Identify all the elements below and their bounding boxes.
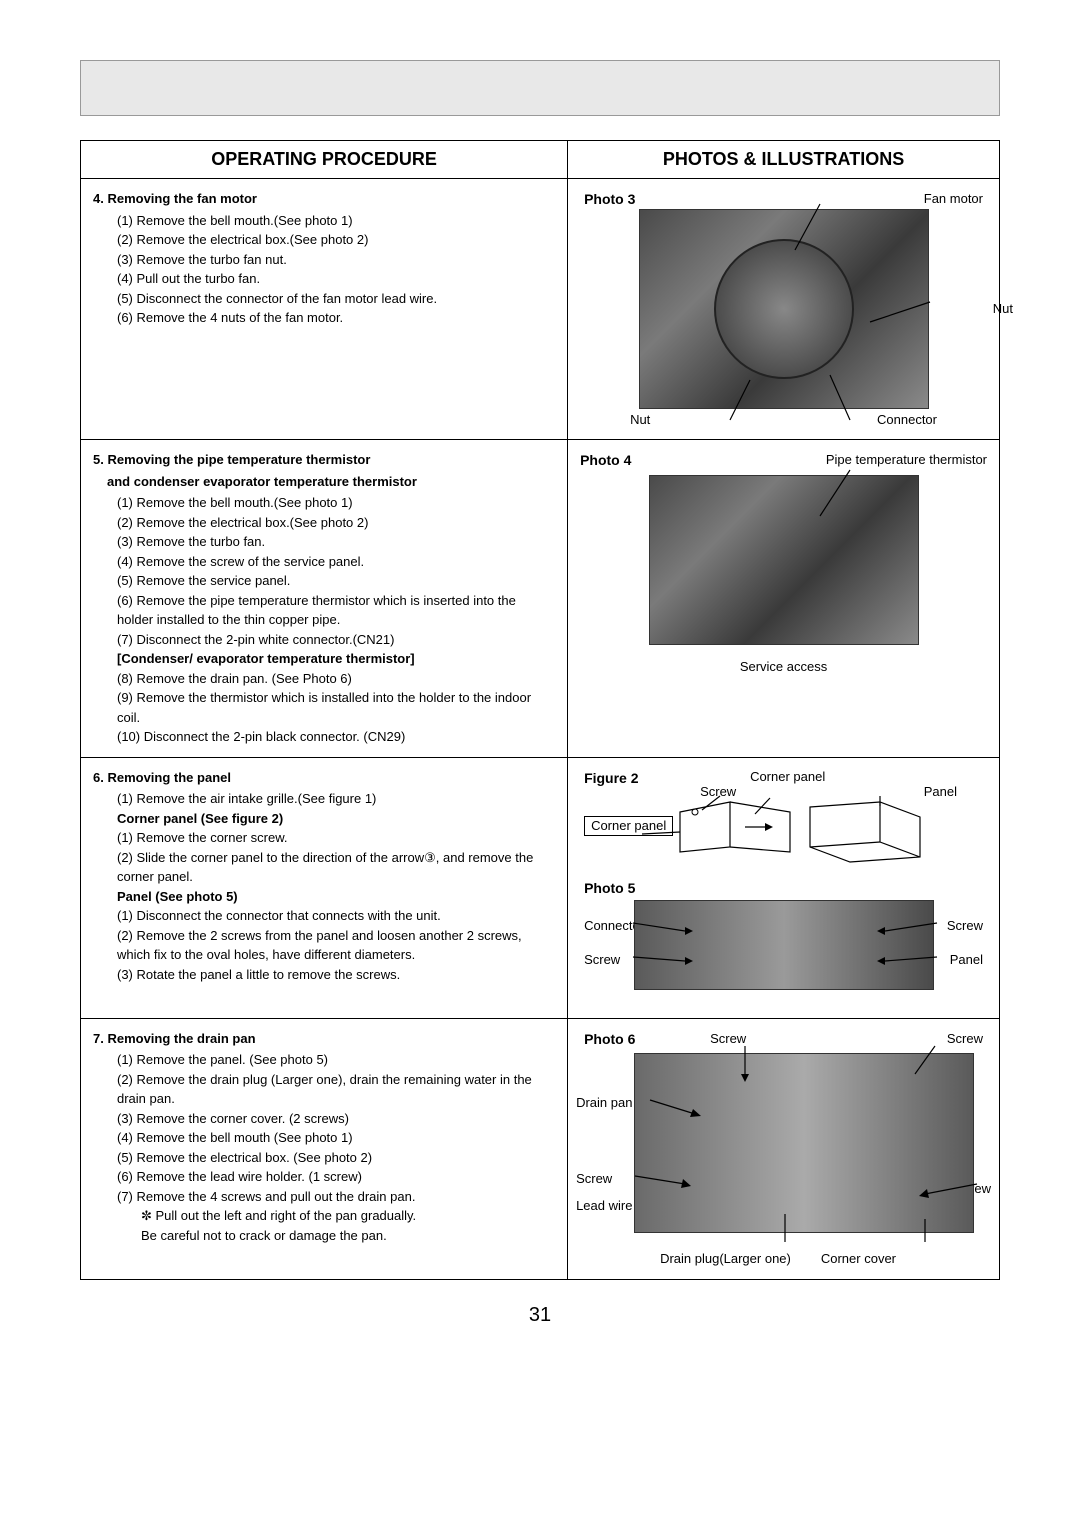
- fig2-screw: Screw: [700, 782, 736, 802]
- step: (3) Remove the turbo fan nut.: [117, 250, 555, 270]
- note: ✼ Pull out the left and right of the pan…: [117, 1206, 555, 1226]
- photo4-caption: Service access: [580, 657, 987, 677]
- step: (1) Remove the corner screw.: [117, 828, 555, 848]
- fig2-cornerpanel: Corner panel: [750, 770, 825, 784]
- step: (8) Remove the drain pan. (See Photo 6): [117, 669, 555, 689]
- photo3-annot-connector: Connector: [877, 410, 937, 430]
- section-4-text: 4. Removing the fan motor (1) Remove the…: [81, 179, 568, 440]
- photo3-image: [639, 209, 929, 409]
- step: (2) Remove the 2 screws from the panel a…: [117, 926, 555, 965]
- section-6-title: 6. Removing the panel: [93, 768, 555, 788]
- step: (2) Remove the electrical box.(See photo…: [117, 230, 555, 250]
- step: (6) Remove the 4 nuts of the fan motor.: [117, 308, 555, 328]
- step: (7) Disconnect the 2-pin white connector…: [117, 630, 555, 650]
- step: (5) Remove the service panel.: [117, 571, 555, 591]
- step: (5) Remove the electrical box. (See phot…: [117, 1148, 555, 1168]
- figure2-label: Figure 2: [584, 768, 638, 789]
- header-bar: [80, 60, 1000, 116]
- section-5-title: 5. Removing the pipe temperature thermis…: [93, 450, 555, 470]
- step: (1) Remove the panel. (See photo 5): [117, 1050, 555, 1070]
- photo6-drainplug: Drain plug(Larger one): [660, 1249, 791, 1269]
- step: (3) Rotate the panel a little to remove …: [117, 965, 555, 985]
- step: (6) Remove the lead wire holder. (1 scre…: [117, 1167, 555, 1187]
- step: (1) Remove the bell mouth.(See photo 1): [117, 493, 555, 513]
- step: (4) Remove the screw of the service pane…: [117, 552, 555, 572]
- photo3-annot-nut-r: Nut: [993, 299, 1013, 319]
- col-header-left: OPERATING PROCEDURE: [81, 141, 568, 179]
- photo6-cornercover: Corner cover: [821, 1249, 896, 1269]
- section-4-photo: Photo 3 Fan motor Nut: [568, 179, 1000, 440]
- step: (9) Remove the thermistor which is insta…: [117, 688, 555, 727]
- section-7-photo: Photo 6 Screw Screw Drain pan Screw Lead…: [568, 1018, 1000, 1279]
- section-7-title: 7. Removing the drain pan: [93, 1029, 555, 1049]
- section-6-bold2: Panel (See photo 5): [117, 887, 555, 907]
- note: Be careful not to crack or damage the pa…: [117, 1226, 555, 1246]
- step: (2) Slide the corner panel to the direct…: [117, 848, 555, 887]
- step: (1) Disconnect the connector that connec…: [117, 906, 555, 926]
- step: (4) Pull out the turbo fan.: [117, 269, 555, 289]
- procedure-table: OPERATING PROCEDURE PHOTOS & ILLUSTRATIO…: [80, 140, 1000, 1280]
- col-header-right: PHOTOS & ILLUSTRATIONS: [568, 141, 1000, 179]
- photo4-image: [649, 475, 919, 645]
- step: (2) Remove the electrical box.(See photo…: [117, 513, 555, 533]
- section-7-text: 7. Removing the drain pan (1) Remove the…: [81, 1018, 568, 1279]
- step: (5) Disconnect the connector of the fan …: [117, 289, 555, 309]
- photo6-image: [634, 1053, 974, 1233]
- section-5-photo: Photo 4 Pipe temperature thermistor Serv…: [568, 440, 1000, 758]
- photo3-annot-nut-b: Nut: [630, 410, 650, 430]
- section-5-bold: [Condenser/ evaporator temperature therm…: [117, 649, 555, 669]
- fig2-leftbox: Corner panel: [584, 816, 673, 836]
- photo4-label: Photo 4: [580, 450, 631, 471]
- step: (3) Remove the corner cover. (2 screws): [117, 1109, 555, 1129]
- step: (1) Remove the air intake grille.(See fi…: [117, 789, 555, 809]
- step: (7) Remove the 4 screws and pull out the…: [117, 1187, 555, 1207]
- photo4-top-annot: Pipe temperature thermistor: [826, 450, 987, 470]
- page-number: 31: [80, 1304, 1000, 1327]
- step: (2) Remove the drain plug (Larger one), …: [117, 1070, 555, 1109]
- fig2-panel: Panel: [924, 782, 957, 802]
- photo5-image: [634, 900, 934, 990]
- step: (6) Remove the pipe temperature thermist…: [117, 591, 555, 630]
- step: (4) Remove the bell mouth (See photo 1): [117, 1128, 555, 1148]
- step: (3) Remove the turbo fan.: [117, 532, 555, 552]
- step: (10) Disconnect the 2-pin black connecto…: [117, 727, 555, 747]
- section-6-photo: Figure 2 Screw Corner panel Panel Corner…: [568, 757, 1000, 1018]
- section-6-text: 6. Removing the panel (1) Remove the air…: [81, 757, 568, 1018]
- section-5-text: 5. Removing the pipe temperature thermis…: [81, 440, 568, 758]
- section-6-bold1: Corner panel (See figure 2): [117, 809, 555, 829]
- step: (1) Remove the bell mouth.(See photo 1): [117, 211, 555, 231]
- section-4-title: 4. Removing the fan motor: [93, 189, 555, 209]
- section-5-subtitle: and condenser evaporator temperature the…: [93, 472, 555, 492]
